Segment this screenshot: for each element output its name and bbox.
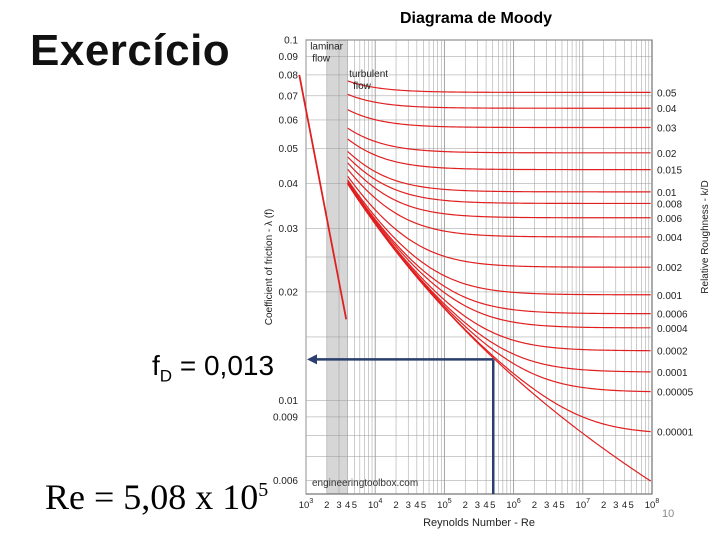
laminar-flow-label: flow: [312, 54, 331, 65]
roughness-label: 0.00001: [657, 428, 694, 439]
chart-title: Diagrama de Moody: [400, 10, 553, 27]
x-tick-label: 2: [532, 500, 537, 511]
roughness-label: 0.004: [657, 233, 682, 244]
roughness-curve: [347, 182, 651, 352]
page-number: 10: [662, 508, 675, 520]
roughness-label: 0.01: [657, 188, 677, 199]
roughness-label: 0.008: [657, 199, 682, 210]
y-tick-label: 0.09: [279, 52, 299, 63]
x-tick-label: 3: [544, 500, 549, 511]
y-tick-label: 0.05: [279, 144, 299, 155]
roughness-curve: [347, 109, 651, 129]
x-tick-label: 108: [645, 498, 660, 511]
roughness-curve: [347, 168, 651, 238]
y-tick-label: 0.03: [279, 224, 299, 235]
x-axis-title: Reynolds Number - Re: [423, 517, 535, 529]
roughness-label: 0.015: [657, 166, 682, 177]
roughness-curve: [347, 181, 651, 329]
x-tick-label: 5: [490, 500, 495, 511]
laminar-flow-line: [298, 74, 348, 320]
roughness-curve: [347, 183, 651, 433]
roughness-label: 0.05: [657, 88, 677, 99]
reynolds-equation: Re = 5,08 x 105: [45, 477, 269, 517]
x-tick-label: 2: [324, 500, 329, 511]
y-tick-label: 0.009: [273, 412, 298, 423]
watermark-label: engineeringtoolbox.com: [312, 478, 418, 489]
x-tick-label: 4: [483, 500, 488, 511]
roughness-label: 0.006: [657, 214, 682, 225]
roughness-label: 0.02: [657, 149, 677, 160]
x-tick-label: 107: [576, 498, 591, 511]
roughness-curve: [347, 156, 651, 205]
roughness-label: 0.0006: [657, 310, 688, 321]
x-tick-label: 2: [393, 500, 398, 511]
x-tick-label: 5: [352, 500, 357, 511]
y-axis-title: Coefficient of friction - λ (f): [264, 209, 275, 326]
x-tick-label: 104: [368, 498, 383, 511]
turbulent-flow-label: turbulent: [349, 69, 388, 80]
roughness-curve: [347, 162, 651, 219]
x-tick-label: 4: [345, 500, 350, 511]
roughness-curve: [347, 127, 651, 154]
roughness-curve: [347, 80, 651, 93]
x-tick-label: 3: [475, 500, 480, 511]
roughness-curve: [347, 150, 651, 193]
y2-axis-title: Relative Roughness - k/D: [700, 180, 711, 293]
x-tick-label: 3: [336, 500, 341, 511]
x-tick-label: 2: [463, 500, 468, 511]
y-tick-label: 0.02: [279, 287, 299, 298]
x-tick-label: 4: [622, 500, 627, 511]
roughness-label: 0.0001: [657, 368, 688, 379]
roughness-label: 0.04: [657, 104, 677, 115]
y-tick-label: 0.006: [273, 476, 298, 487]
slide-title: Exercício: [30, 26, 231, 75]
y-tick-label: 0.01: [279, 396, 299, 407]
x-tick-label: 103: [299, 498, 314, 511]
x-tick-label: 106: [506, 498, 521, 511]
friction-factor-result: fD = 0,013: [152, 350, 275, 386]
reading-arrowhead: [307, 354, 317, 365]
roughness-label: 0.00005: [657, 388, 694, 399]
y-tick-label: 0.07: [279, 91, 299, 102]
x-tick-label: 5: [629, 500, 634, 511]
roughness-label: 0.0002: [657, 347, 688, 358]
y-tick-label: 0.06: [279, 115, 299, 126]
critical-zone-band: [326, 40, 348, 494]
x-tick-label: 105: [437, 498, 452, 511]
x-tick-label: 4: [414, 500, 419, 511]
x-tick-label: 5: [559, 500, 564, 511]
turbulent-flow-label: flow: [353, 81, 372, 92]
roughness-label: 0.001: [657, 291, 682, 302]
roughness-label: 0.03: [657, 124, 677, 135]
roughness-curve: [347, 179, 651, 296]
x-tick-label: 4: [553, 500, 558, 511]
y-tick-label: 0.04: [279, 179, 299, 190]
roughness-label: 0.002: [657, 263, 682, 274]
x-tick-label: 5: [421, 500, 426, 511]
y-tick-label: 0.08: [279, 70, 299, 81]
roughness-curve: [347, 138, 651, 171]
roughness-curve: [347, 175, 651, 268]
x-tick-label: 3: [613, 500, 618, 511]
roughness-label: 0.0004: [657, 324, 688, 335]
roughness-curve: [347, 181, 651, 315]
laminar-flow-label: laminar: [310, 42, 343, 53]
y-tick-label: 0.1: [284, 36, 298, 47]
x-tick-label: 2: [601, 500, 606, 511]
x-tick-label: 3: [406, 500, 411, 511]
roughness-curve: [347, 93, 651, 109]
